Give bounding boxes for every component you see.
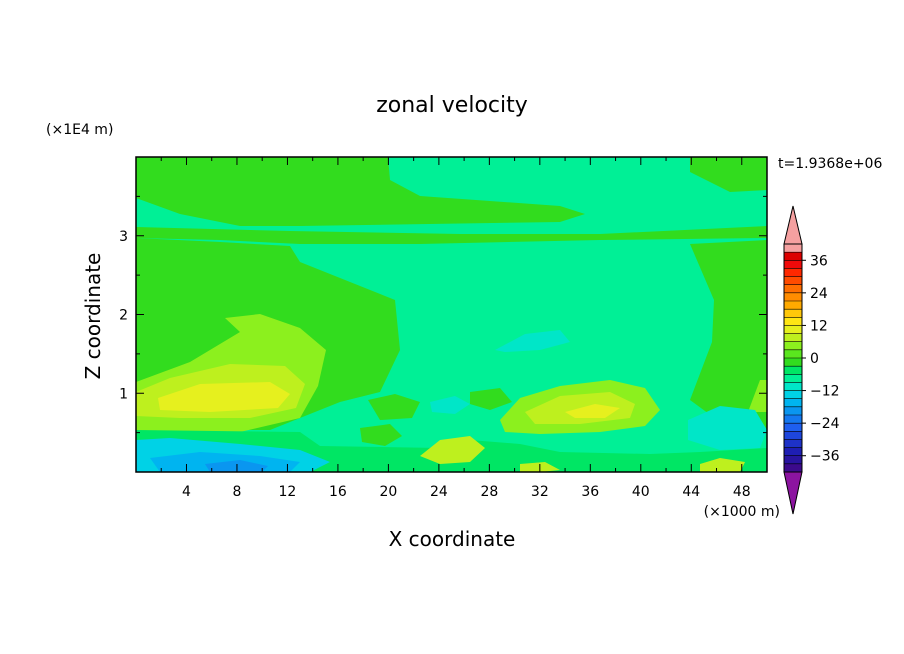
x-tick-label: 12 <box>279 484 297 500</box>
colorbar-swatch <box>784 349 802 358</box>
colorbar-swatch <box>784 366 802 375</box>
axis-ticks <box>136 157 767 472</box>
colorbar-swatch <box>784 276 802 285</box>
colorbar-swatch <box>784 358 802 367</box>
colorbar-swatch <box>784 398 802 407</box>
left-jet-max <box>158 382 290 412</box>
colorbar-tick-label: −24 <box>810 416 840 432</box>
colorbar-swatch <box>784 260 802 269</box>
colorbar-swatch <box>784 301 802 310</box>
colorbar-swatch <box>784 325 802 334</box>
colorbar-swatch <box>784 382 802 391</box>
colorbar-swatch <box>784 406 802 415</box>
colorbar-swatch <box>784 374 802 383</box>
mid-green-blob-2 <box>360 424 402 446</box>
colorbar-swatch <box>784 244 802 253</box>
x-tick-label: 8 <box>232 484 241 500</box>
y-tick-label: 2 <box>119 308 128 324</box>
aloft-cyan-pocket <box>495 330 570 352</box>
colorbar-swatch <box>784 447 802 456</box>
surface-yellow-1 <box>420 436 485 464</box>
y-tick-labels: 1 2 3 <box>119 229 128 403</box>
x-tick-label: 40 <box>632 484 650 500</box>
colorbar-swatch <box>784 268 802 277</box>
y-tick-label: 3 <box>119 229 128 245</box>
colorbar-swatch <box>784 317 802 326</box>
upper-band-thin <box>136 226 767 244</box>
colorbar-swatch <box>784 309 802 318</box>
x-tick-label: 24 <box>430 484 448 500</box>
mid-jet-max <box>565 404 620 418</box>
colorbar-swatch <box>784 341 802 350</box>
colorbar-swatch <box>784 292 802 301</box>
colorbar-swatch <box>784 423 802 432</box>
colorbar-swatch <box>784 333 802 342</box>
upper-band-left <box>136 157 585 226</box>
colorbar-tick-label: −12 <box>810 384 840 400</box>
x-axis-title: X coordinate <box>389 527 516 551</box>
chart-title: zonal velocity <box>376 93 528 118</box>
time-label: t=1.9368e+06 <box>778 156 882 172</box>
colorbar-swatch <box>784 390 802 399</box>
colorbar-tick-label: 36 <box>810 253 828 269</box>
colorbar-swatch <box>784 431 802 440</box>
x-tick-label: 36 <box>581 484 599 500</box>
right-lobe <box>690 240 767 430</box>
colorbar-under-arrow <box>783 471 803 515</box>
x-tick-label: 44 <box>682 484 700 500</box>
right-cyan-pocket <box>688 406 767 450</box>
colorbar-swatch <box>784 463 802 472</box>
x-tick-labels: 4 8 12 16 20 24 28 32 36 40 44 48 <box>182 484 751 500</box>
colorbar-swatch <box>784 439 802 448</box>
mid-cyan-pocket <box>430 396 470 414</box>
colorbar-tick-label: −36 <box>810 449 840 465</box>
right-edge-jet <box>748 380 767 412</box>
x-tick-label: 48 <box>733 484 751 500</box>
mid-green-blob-1 <box>368 394 420 420</box>
x-tick-label: 16 <box>329 484 347 500</box>
colorbar-swatch <box>784 284 802 293</box>
colorbar-swatch <box>784 252 802 261</box>
contour-field <box>136 157 767 472</box>
colorbar-tick-label: 12 <box>810 318 828 334</box>
x-unit-label: (×1000 m) <box>704 504 780 520</box>
colorbar-tick-label: 24 <box>810 286 828 302</box>
y-unit-label: (×1E4 m) <box>46 122 113 138</box>
colorbar-swatch <box>784 455 802 464</box>
colorbar-swatch <box>784 415 802 424</box>
x-tick-label: 28 <box>480 484 498 500</box>
upper-band-right <box>690 157 767 192</box>
x-tick-label: 20 <box>379 484 397 500</box>
x-tick-label: 32 <box>531 484 549 500</box>
colorbar-tick-label: 0 <box>810 351 819 367</box>
x-tick-label: 4 <box>182 484 191 500</box>
mid-green-blob-3 <box>470 388 512 410</box>
colorbar: 36 24 12 0 −12 −24 −36 <box>783 205 840 515</box>
y-axis-title: Z coordinate <box>81 253 105 380</box>
y-tick-label: 1 <box>119 386 128 402</box>
colorbar-over-arrow <box>783 205 803 245</box>
surface-yellow-2 <box>700 458 745 472</box>
